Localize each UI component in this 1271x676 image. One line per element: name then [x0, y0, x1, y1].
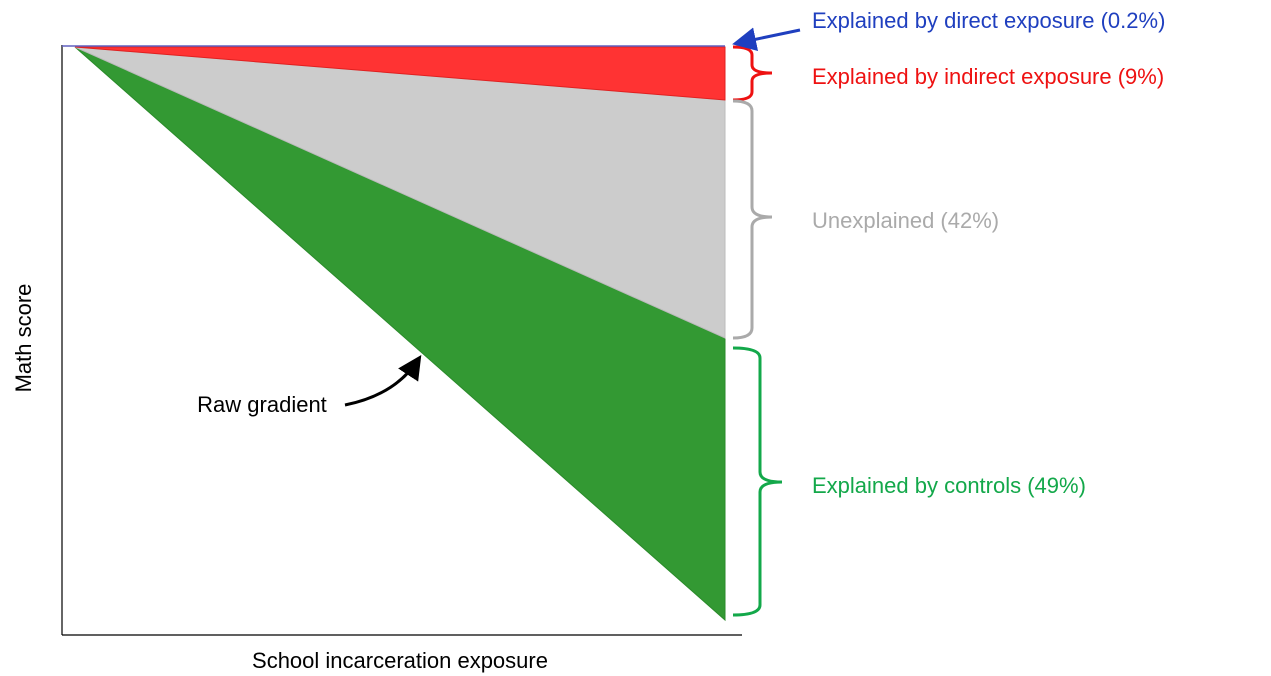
y-axis-label: Math score	[11, 284, 36, 393]
direct-label: Explained by direct exposure (0.2%)	[812, 8, 1165, 33]
gradient-arrow	[344, 354, 422, 407]
controls-label: Explained by controls (49%)	[812, 473, 1086, 498]
direct-arrow	[732, 27, 801, 52]
unexplained-brace	[732, 99, 773, 340]
controls-brace	[732, 346, 783, 617]
indirect-brace	[732, 45, 773, 102]
indirect-area	[74, 46, 726, 101]
raw-gradient-label: Raw gradient	[197, 392, 327, 417]
unexplained-label: Unexplained (42%)	[812, 208, 999, 233]
x-axis-label: School incarceration exposure	[252, 648, 548, 673]
indirect-label: Explained by indirect exposure (9%)	[812, 64, 1164, 89]
